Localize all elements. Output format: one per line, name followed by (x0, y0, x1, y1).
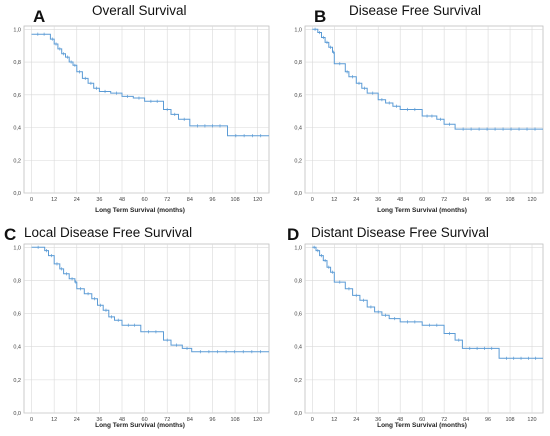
x-tick-label: 48 (397, 417, 403, 423)
x-tick-label: 96 (485, 417, 491, 423)
x-tick-label: 0 (311, 417, 314, 423)
x-tick-label: 24 (353, 197, 359, 203)
y-tick-label: 0,2 (294, 378, 302, 384)
x-tick-label: 96 (209, 197, 215, 203)
y-tick-label: 0,8 (13, 60, 21, 66)
x-tick-label: 60 (419, 417, 425, 423)
x-tick-label: 24 (74, 417, 80, 423)
y-tick-label: 0,6 (13, 312, 21, 318)
x-axis-label: Long Term Survival (months) (95, 422, 185, 429)
x-tick-label: 36 (96, 197, 102, 203)
x-tick-label: 60 (142, 417, 148, 423)
y-tick-label: 0,0 (294, 411, 302, 417)
x-tick-label: 0 (30, 417, 33, 423)
chart-svg: 0,0 0,2 0,4 0,6 0,8 1,0 0 12 24 36 48 60 72 84 96 108 12… (13, 25, 270, 203)
y-tick-label: 0,2 (13, 378, 21, 384)
chart-title: Distant Disease Free Survival (311, 225, 489, 240)
y-tick-label: 0,6 (294, 312, 302, 318)
x-tick-label: 120 (527, 417, 536, 423)
x-axis-label: Long Term Survival (months) (377, 207, 467, 214)
x-tick-label: 72 (164, 197, 170, 203)
survival-curve (312, 246, 543, 359)
x-tick-label: 108 (505, 197, 514, 203)
plot-frame (23, 25, 270, 194)
panel-letter: B (314, 7, 327, 26)
x-tick-label: 84 (187, 417, 193, 423)
x-tick-label: 48 (119, 197, 125, 203)
survival-curve (312, 28, 543, 130)
x-tick-label: 120 (253, 197, 262, 203)
x-tick-label: 12 (51, 417, 57, 423)
x-tick-label: 84 (463, 417, 469, 423)
x-tick-label: 48 (397, 197, 403, 203)
x-tick-label: 84 (187, 197, 193, 203)
y-tick-label: 1,0 (13, 27, 21, 33)
y-tick-label: 0,2 (13, 158, 21, 164)
x-axis-label: Long Term Survival (months) (377, 422, 467, 429)
x-tick-label: 72 (441, 417, 447, 423)
panel-letter: D (287, 225, 300, 244)
y-tick-label: 0,8 (294, 278, 302, 284)
y-tick-label: 0,4 (13, 345, 21, 351)
x-tick-label: 48 (119, 417, 125, 423)
x-tick-label: 120 (527, 197, 536, 203)
chart-title: Overall Survival (92, 3, 187, 18)
panel-local-disease-free-survival: 0,0 0,2 0,4 0,6 0,8 1,0 0 12 24 36 48 60 72 84 96 108 12… (0, 218, 275, 436)
x-tick-label: 12 (331, 197, 337, 203)
y-tick-label: 0,8 (294, 60, 302, 66)
panel-letter: A (33, 7, 46, 26)
x-tick-label: 60 (419, 197, 425, 203)
y-tick-label: 0,4 (294, 126, 302, 132)
survival-curve (31, 33, 269, 137)
x-tick-label: 96 (485, 197, 491, 203)
chart-title: Local Disease Free Survival (24, 225, 193, 240)
chart-svg: 0,0 0,2 0,4 0,6 0,8 1,0 0 12 24 36 48 60 72 84 96 108 12… (294, 25, 544, 203)
x-tick-label: 24 (353, 417, 359, 423)
panel-letter: C (4, 225, 17, 244)
panel-overall-survival: 0,0 0,2 0,4 0,6 0,8 1,0 0 12 24 36 48 60 72 84 96 108 12… (0, 0, 275, 218)
x-tick-label: 36 (96, 417, 102, 423)
x-tick-label: 36 (375, 417, 381, 423)
y-tick-label: 0,0 (13, 411, 21, 417)
chart-svg: 0,0 0,2 0,4 0,6 0,8 1,0 0 12 24 36 48 60 72 84 96 108 12… (13, 243, 270, 423)
x-tick-label: 36 (375, 197, 381, 203)
panel-distant-disease-free-survival: 0,0 0,2 0,4 0,6 0,8 1,0 0 12 24 36 48 60 72 84 96 108 12… (275, 218, 550, 436)
y-tick-label: 0,6 (294, 93, 302, 99)
y-tick-label: 0,0 (294, 191, 302, 197)
y-tick-label: 0,2 (294, 158, 302, 164)
panel-disease-free-survival: 0,0 0,2 0,4 0,6 0,8 1,0 0 12 24 36 48 60 72 84 96 108 12… (275, 0, 550, 218)
x-tick-label: 12 (331, 417, 337, 423)
x-tick-label: 0 (311, 197, 314, 203)
plot-frame (304, 25, 544, 194)
chart-title: Disease Free Survival (349, 3, 482, 18)
plot-frame (304, 243, 544, 414)
x-tick-label: 72 (441, 197, 447, 203)
x-tick-label: 108 (230, 417, 239, 423)
x-axis-label: Long Term Survival (months) (95, 207, 185, 214)
x-tick-label: 60 (142, 197, 148, 203)
chart-svg: 0,0 0,2 0,4 0,6 0,8 1,0 0 12 24 36 48 60 72 84 96 108 12… (294, 243, 544, 423)
y-tick-label: 0,8 (13, 278, 21, 284)
survival-curve (31, 246, 269, 353)
y-tick-label: 0,4 (13, 126, 21, 132)
y-tick-label: 0,4 (294, 345, 302, 351)
x-tick-label: 84 (463, 197, 469, 203)
x-tick-label: 96 (209, 417, 215, 423)
y-tick-label: 1,0 (294, 245, 302, 251)
x-tick-label: 0 (30, 197, 33, 203)
x-tick-label: 108 (505, 417, 514, 423)
x-tick-label: 12 (51, 197, 57, 203)
x-tick-label: 72 (164, 417, 170, 423)
y-tick-label: 0,0 (13, 191, 21, 197)
x-tick-label: 108 (230, 197, 239, 203)
y-tick-label: 1,0 (13, 245, 21, 251)
x-tick-label: 120 (253, 417, 262, 423)
x-tick-label: 24 (74, 197, 80, 203)
y-tick-label: 1,0 (294, 27, 302, 33)
y-tick-label: 0,6 (13, 93, 21, 99)
